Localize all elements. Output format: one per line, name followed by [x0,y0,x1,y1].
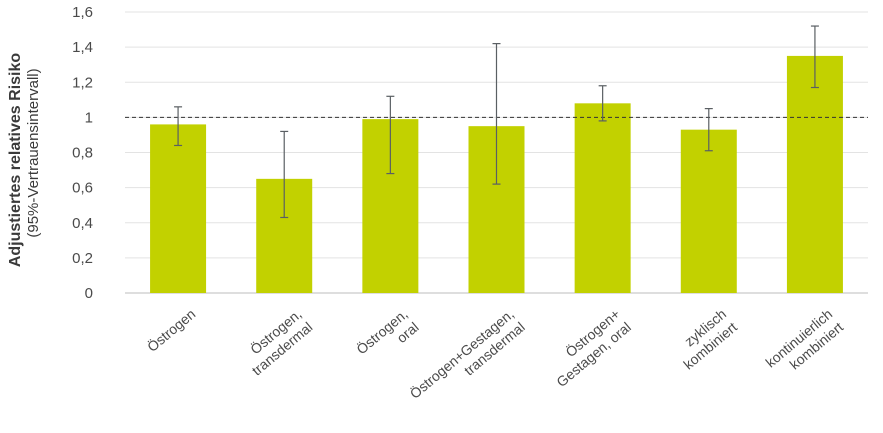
x-tick-label: zyklischkombiniert [669,306,740,373]
error-bar [704,107,713,152]
x-tick-label: Östrogen,oral [353,305,422,371]
x-tick-label: Östrogen+Gestagen, oral [542,305,634,390]
x-tick-label: Östrogen,transdermal [237,305,315,379]
x-axis-labels: Östrogen Östrogen,transdermal Östrogen,ora… [143,305,846,415]
bars [150,55,843,294]
x-tick-label: kontinuierlichkombiniert [762,306,846,384]
error-bar [598,85,607,122]
x-tick-label-line: Östrogen [143,305,198,355]
error-bar [280,130,289,219]
bar [150,124,207,294]
error-bar [810,25,819,89]
y-tick-label: 0,8 [72,145,93,162]
y-tick-label: 1,4 [72,39,93,56]
bar [680,129,737,293]
x-tick-label: Östrogen [143,305,198,355]
error-bar [174,106,183,147]
bar [786,55,843,293]
x-tick-label: Östrogen+Gestagen,transdermal [406,305,528,415]
y-tick-label: 0,4 [72,215,93,232]
error-bar [492,43,501,185]
y-tick-label: 1 [85,109,93,126]
y-tick-label: 0,6 [72,180,93,197]
y-axis-label: Adjustiertes relatives Risiko [7,53,24,268]
y-axis-ticks: 0 0,2 0,4 0,6 0,8 1 1,2 1,4 1,6 [72,4,93,302]
y-tick-label: 0,2 [72,250,93,267]
y-tick-label: 0 [85,285,93,302]
error-bar [386,95,395,175]
y-tick-label: 1,2 [72,74,93,91]
y-axis-sublabel: (95%-Vertrauensintervall) [25,68,42,237]
y-tick-label: 1,6 [72,4,93,21]
bar [574,103,631,293]
error-bars [174,25,819,219]
